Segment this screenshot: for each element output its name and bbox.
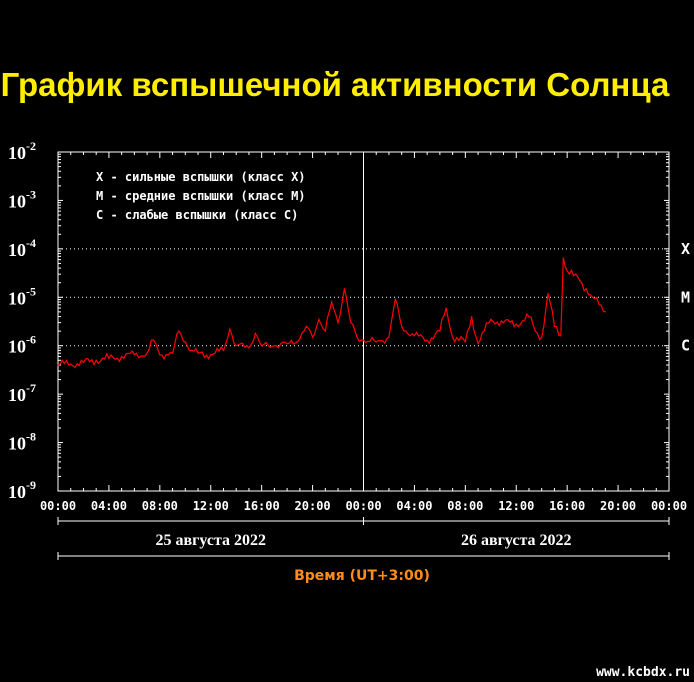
flux-data-point <box>229 328 231 330</box>
x-axis-label: Время (UT+3:00) <box>294 568 430 584</box>
x-tick-label: 08:00 <box>142 499 178 513</box>
flux-data-point <box>362 339 365 341</box>
flux-data-point <box>356 336 358 338</box>
flux-data-point <box>401 325 403 328</box>
y-tick-label: 10-4 <box>8 236 36 260</box>
flux-data-point <box>57 364 59 366</box>
flux-data-point <box>528 315 530 318</box>
flux-data-point <box>286 343 288 345</box>
flux-data-point <box>464 341 466 343</box>
x-tick-label: 00:00 <box>345 499 381 513</box>
x-tick-label: 12:00 <box>498 499 534 513</box>
flux-data-point <box>534 330 536 332</box>
x-tick-label: 20:00 <box>295 499 331 513</box>
x-tick-label: 16:00 <box>549 499 585 513</box>
flux-data-point <box>490 318 492 320</box>
flux-data-point <box>562 257 564 259</box>
date-label: 25 августа 2022 <box>155 532 266 549</box>
flux-data-point <box>121 355 123 358</box>
flux-data-point <box>152 339 155 341</box>
date-label: 26 августа 2022 <box>461 532 572 549</box>
flux-data-point <box>547 292 549 295</box>
x-tick-label: 12:00 <box>193 499 229 513</box>
flux-data-point <box>235 345 237 347</box>
flux-data-point <box>388 336 390 338</box>
flux-data-point <box>452 336 454 338</box>
flux-data-point <box>248 347 250 349</box>
y-tick-label: 10-7 <box>8 381 36 405</box>
flux-data-point <box>566 270 568 272</box>
flux-data-point <box>261 345 263 347</box>
y-tick-label: 10-8 <box>8 430 36 454</box>
legend-entry: M - средние вспышки (класс M) <box>96 189 306 203</box>
flux-data-point <box>305 325 307 328</box>
flux-data-point <box>171 352 174 354</box>
flux-data-point <box>502 322 505 324</box>
flux-data-point <box>553 325 556 328</box>
flux-data-point <box>471 315 473 318</box>
x-tick-label: 16:00 <box>244 499 280 513</box>
x-tick-label: 20:00 <box>600 499 636 513</box>
flux-data-point <box>541 336 543 338</box>
flux-data-point <box>133 354 135 356</box>
flux-data-point <box>439 330 441 332</box>
y-tick-label: 10-3 <box>8 187 36 211</box>
flux-data-point <box>426 339 428 341</box>
y-tick-label: 10-2 <box>8 139 36 163</box>
flux-data-point <box>299 338 301 340</box>
flux-data-point <box>375 341 377 343</box>
flux-data-point <box>222 349 225 352</box>
flux-data-point <box>159 354 161 356</box>
flux-data-point <box>560 335 562 337</box>
flux-data-point <box>445 307 447 309</box>
x-tick-label: 00:00 <box>40 499 76 513</box>
flux-data-point <box>413 335 416 337</box>
flux-data-point <box>184 341 186 343</box>
flux-data-point <box>254 332 256 334</box>
flux-data-point <box>350 322 352 324</box>
x-tick-label: 00:00 <box>651 499 687 513</box>
flux-data-point <box>477 343 479 345</box>
flux-data-point <box>515 323 517 325</box>
legend-entry: C - слабые вспышки (класс C) <box>96 208 298 222</box>
x-tick-label: 04:00 <box>91 499 127 513</box>
flare-level-label: M <box>681 288 690 306</box>
y-tick-label: 10-5 <box>8 284 36 308</box>
flux-data-point <box>585 288 587 290</box>
flux-data-point <box>197 352 199 354</box>
flux-series-line <box>57 257 606 369</box>
x-tick-label: 08:00 <box>447 499 483 513</box>
flux-data-point <box>598 304 600 306</box>
x-tick-label: 04:00 <box>396 499 432 513</box>
flux-data-point <box>592 296 594 298</box>
flare-level-label: C <box>681 337 690 355</box>
flare-level-label: X <box>681 240 690 258</box>
y-tick-label: 10-6 <box>8 333 36 357</box>
legend-entry: X - сильные вспышки (класс X) <box>96 170 306 184</box>
y-tick-label: 10-9 <box>8 478 36 502</box>
flux-data-point <box>95 359 97 361</box>
flux-data-point <box>604 311 606 313</box>
flux-data-point <box>318 318 320 320</box>
flux-data-point <box>82 361 85 364</box>
flux-data-point <box>146 352 148 354</box>
flux-data-point <box>108 357 110 359</box>
flux-data-point <box>191 349 193 352</box>
flux-data-point <box>331 301 333 303</box>
flux-data-point <box>210 354 212 356</box>
chart-title: График вспышечной активности Солнца <box>1 66 670 103</box>
flux-data-point <box>394 298 396 301</box>
flux-data-point <box>178 330 180 332</box>
flux-data-point <box>579 280 581 282</box>
watermark-text: www.kcbdx.ru <box>596 665 690 680</box>
flux-data-point <box>70 363 72 365</box>
flux-data-point <box>324 330 326 332</box>
flux-data-point <box>343 288 346 290</box>
flux-data-point <box>572 275 575 277</box>
flux-data-point <box>311 336 314 338</box>
flux-data-point <box>273 345 275 347</box>
flux-data-point <box>337 322 339 324</box>
